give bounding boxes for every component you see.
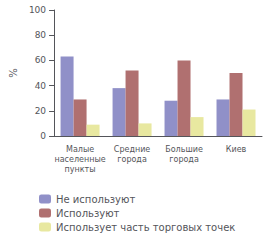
- svg-text:0: 0: [40, 131, 46, 141]
- svg-text:Использует часть торговых точе: Использует часть торговых точек: [56, 222, 235, 233]
- svg-text:Большие: Большие: [165, 145, 203, 154]
- svg-text:60: 60: [35, 55, 47, 65]
- svg-text:города: города: [169, 155, 199, 164]
- svg-text:40: 40: [35, 81, 47, 91]
- svg-text:Киев: Киев: [226, 145, 247, 154]
- svg-text:пункты: пункты: [65, 165, 96, 174]
- svg-text:населенные: населенные: [54, 155, 105, 164]
- svg-text:%: %: [8, 68, 19, 78]
- svg-text:80: 80: [35, 30, 47, 40]
- svg-text:Не используют: Не используют: [56, 194, 135, 205]
- svg-text:Средние: Средние: [114, 145, 151, 154]
- svg-text:города: города: [117, 155, 147, 164]
- svg-text:100: 100: [29, 5, 46, 15]
- svg-text:Используют: Используют: [56, 208, 120, 219]
- svg-text:Малые: Малые: [66, 145, 94, 154]
- svg-text:20: 20: [35, 106, 47, 116]
